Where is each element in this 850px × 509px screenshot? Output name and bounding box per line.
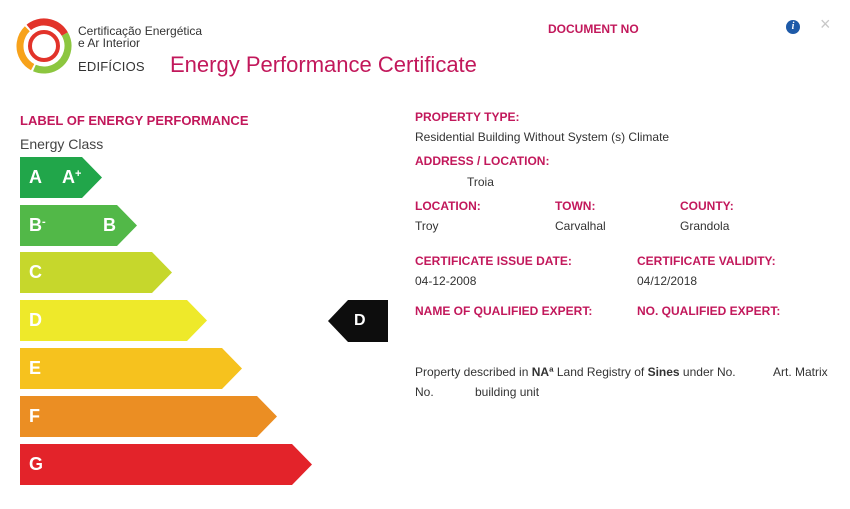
energy-bar-c: C [20, 252, 172, 293]
address-value: Troia [467, 175, 494, 189]
desc-part-6: building unit [475, 385, 540, 399]
energy-class-label: Energy Class [20, 136, 104, 152]
energy-bar-f: F [20, 396, 277, 437]
bar-g-label: G [29, 454, 44, 474]
brand-text: Certificação Energética e Ar Interior ED… [78, 24, 203, 73]
expert-name-label: NAME OF QUALIFIED EXPERT: [415, 304, 593, 318]
brand-line-1: Certificação Energética [78, 24, 203, 38]
desc-part-1: Property described in [415, 365, 532, 379]
energy-bar-b: B- B [20, 205, 137, 246]
desc-na: NAª [531, 365, 554, 379]
current-class-value: D [354, 312, 366, 329]
property-type-label: PROPERTY TYPE: [415, 110, 520, 124]
brand-line-2: e Ar Interior [78, 36, 141, 50]
bar-d-label: D [29, 310, 42, 330]
current-class-indicator: D [328, 300, 388, 342]
bar-a-secondary-sup: + [75, 168, 82, 180]
info-icon[interactable]: i [786, 20, 800, 34]
county-value: Grandola [680, 219, 730, 233]
page-title: Energy Performance Certificate [170, 52, 477, 77]
desc-part-4: Art. Matrix [773, 365, 828, 379]
energy-bar-g: G [20, 444, 312, 485]
bar-e-label: E [29, 358, 42, 378]
description-line-1: Property described in NAª Land Registry … [415, 362, 840, 382]
address-label: ADDRESS / LOCATION: [415, 154, 550, 168]
bar-b-primary: B [29, 215, 42, 235]
validity-value: 04/12/2018 [637, 274, 698, 288]
desc-sines: Sines [647, 365, 680, 379]
town-value: Carvalhal [555, 219, 606, 233]
energy-bar-a: A A+ [20, 157, 102, 198]
location-value: Troy [415, 219, 439, 233]
energy-bar-d: D [20, 300, 207, 341]
expert-no-label: NO. QUALIFIED EXPERT: [637, 304, 781, 318]
bar-b-primary-wrap: B- [29, 205, 46, 246]
bar-f-label: F [29, 406, 40, 426]
energy-bar-e: E [20, 348, 242, 389]
bar-c-label: C [29, 262, 42, 282]
property-description: Property described in NAª Land Registry … [415, 362, 840, 402]
property-type-value: Residential Building Without System (s) … [415, 130, 670, 144]
issue-date-label: CERTIFICATE ISSUE DATE: [415, 254, 572, 268]
description-line-2: No. building unit [415, 382, 840, 402]
bar-b-primary-sup: - [42, 216, 46, 228]
brand-sub: EDIFÍCIOS [78, 59, 145, 74]
location-label: LOCATION: [415, 199, 481, 213]
validity-label: CERTIFICATE VALIDITY: [637, 254, 776, 268]
close-icon[interactable]: × [820, 14, 831, 34]
document-no-label: DOCUMENT NO [548, 22, 639, 36]
desc-part-3: under No. [679, 365, 736, 379]
bar-a-secondary-wrap: A+ [62, 157, 81, 198]
desc-part-2: Land Registry of [553, 365, 648, 379]
bar-b-secondary: B [103, 215, 116, 235]
bar-a-secondary: A [62, 167, 75, 187]
county-label: COUNTY: [680, 199, 734, 213]
bar-a-primary: A [29, 167, 42, 187]
desc-part-5: No. [415, 385, 434, 399]
label-section-title: LABEL OF ENERGY PERFORMANCE [20, 113, 249, 128]
issue-date-value: 04-12-2008 [415, 274, 477, 288]
adene-logo [16, 18, 72, 74]
town-label: TOWN: [555, 199, 596, 213]
